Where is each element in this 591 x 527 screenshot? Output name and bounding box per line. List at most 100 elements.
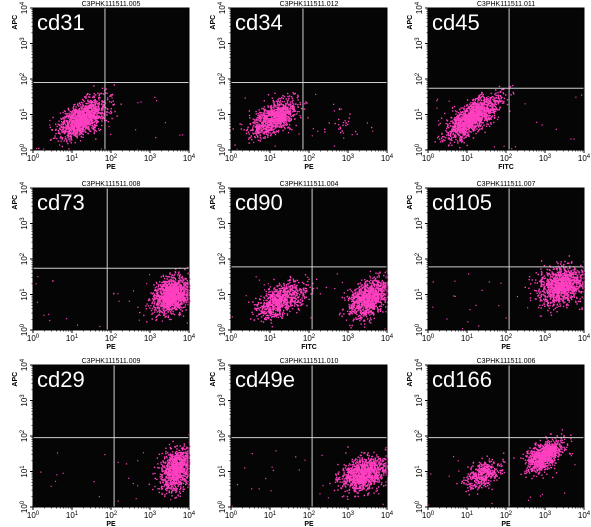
- y-tick-label: 102: [218, 252, 227, 265]
- y-tick-label: 100: [415, 143, 424, 156]
- x-tick-label: 101: [264, 154, 277, 163]
- x-tick-label: 101: [264, 334, 277, 343]
- y-tick-label: 100: [415, 500, 424, 513]
- y-tick-label: 100: [20, 500, 29, 513]
- cell-events: [434, 84, 583, 151]
- x-tick-label: 104: [578, 154, 590, 163]
- marker-label: cd49e: [235, 367, 295, 392]
- x-tick-label: 104: [183, 334, 195, 343]
- x-tick-label: 102: [105, 511, 118, 520]
- scatter-points: [40, 434, 191, 508]
- x-tick-label: 103: [539, 511, 552, 520]
- y-tick-label: 102: [218, 429, 227, 442]
- x-tick-label: 101: [461, 334, 474, 343]
- x-tick-label: 102: [500, 154, 513, 163]
- scatter-panel-cd166: C3PHK111511.006 cd166 100 100 101 101 102 102 10…: [400, 357, 590, 527]
- x-tick-label: 103: [539, 334, 552, 343]
- scatter-panel-cd73: C3PHK111511.008 cd73 100 100 101 101 102 102 103…: [5, 180, 195, 350]
- x-tick-label: 100: [422, 334, 435, 343]
- scatter-panel-cd90: C3PHK111511.004 cd90 100 100 101 101 102 102 103…: [203, 180, 393, 350]
- y-tick-label: 104: [415, 358, 424, 371]
- x-axis-label: PE: [501, 521, 511, 527]
- x-tick-label: 100: [27, 511, 40, 520]
- panel-title: C3PHK111511.010: [280, 358, 339, 365]
- y-tick-label: 103: [415, 394, 424, 407]
- plot-area: [428, 188, 584, 330]
- x-tick-label: 100: [225, 511, 238, 520]
- cell-events: [231, 446, 389, 508]
- panel-title: C3PHK111511.007: [477, 181, 536, 188]
- scatter-points: [35, 266, 191, 328]
- y-axis-label: APC: [210, 195, 217, 210]
- y-tick-label: 104: [415, 1, 424, 14]
- y-tick-label: 104: [218, 358, 227, 371]
- x-tick-label: 103: [144, 334, 157, 343]
- scatter-points: [36, 84, 184, 152]
- y-tick-label: 101: [218, 108, 227, 121]
- x-tick-label: 104: [381, 511, 393, 520]
- panel-title: C3PHK111511.012: [280, 1, 339, 8]
- y-tick-label: 103: [218, 37, 227, 50]
- x-tick-label: 102: [303, 334, 316, 343]
- cell-events: [428, 429, 576, 508]
- x-axis-label: PE: [501, 344, 511, 350]
- x-axis-label: PE: [106, 164, 116, 170]
- y-axis-label: APC: [12, 372, 19, 387]
- y-tick-label: 100: [415, 323, 424, 336]
- marker-label: cd90: [235, 190, 283, 215]
- x-tick-label: 101: [66, 334, 79, 343]
- y-tick-label: 101: [20, 108, 29, 121]
- cell-events: [36, 84, 184, 152]
- x-tick-label: 101: [66, 154, 79, 163]
- panel-title: C3PHK111511.004: [280, 181, 339, 188]
- x-axis-label: FITC: [498, 164, 514, 170]
- x-tick-label: 103: [342, 334, 355, 343]
- x-tick-label: 101: [461, 154, 474, 163]
- y-tick-label: 104: [20, 181, 29, 194]
- x-tick-label: 103: [539, 154, 552, 163]
- y-tick-label: 103: [20, 394, 29, 407]
- marker-label: cd73: [37, 190, 85, 215]
- y-tick-label: 100: [218, 143, 227, 156]
- y-axis-label: APC: [12, 195, 19, 210]
- x-tick-label: 102: [105, 154, 118, 163]
- scatter-points: [232, 92, 374, 151]
- x-tick-label: 104: [183, 154, 195, 163]
- scatter-panel-cd45: C3PHK111511.011 cd45 100 100 101 101 102 102 103…: [400, 0, 590, 170]
- x-tick-label: 100: [27, 334, 40, 343]
- y-tick-label: 103: [20, 217, 29, 230]
- y-axis-label: APC: [210, 15, 217, 30]
- x-tick-label: 100: [422, 511, 435, 520]
- cell-events: [432, 255, 586, 330]
- x-tick-label: 103: [342, 511, 355, 520]
- y-tick-label: 104: [20, 1, 29, 14]
- x-tick-label: 104: [183, 511, 195, 520]
- y-tick-label: 101: [415, 288, 424, 301]
- scatter-panel-cd29: C3PHK111511.009 cd29 100 100 101 101 102 102 103…: [5, 357, 195, 527]
- x-tick-label: 101: [66, 511, 79, 520]
- y-tick-label: 101: [415, 465, 424, 478]
- x-axis-label: PE: [106, 521, 116, 527]
- x-axis-label: PE: [106, 344, 116, 350]
- y-tick-label: 102: [415, 252, 424, 265]
- scatter-panel-cd49e: C3PHK111511.010 cd49e 100 100 101 101 102 102 10…: [203, 357, 393, 527]
- y-tick-label: 102: [415, 72, 424, 85]
- x-tick-label: 101: [461, 511, 474, 520]
- y-tick-label: 104: [218, 1, 227, 14]
- panel-title: C3PHK111511.005: [82, 1, 141, 8]
- y-tick-label: 102: [20, 72, 29, 85]
- scatter-points: [231, 270, 389, 332]
- x-tick-label: 100: [27, 154, 40, 163]
- x-tick-label: 100: [225, 334, 238, 343]
- x-tick-label: 102: [303, 511, 316, 520]
- y-tick-label: 101: [218, 288, 227, 301]
- y-tick-label: 104: [415, 181, 424, 194]
- y-axis-label: APC: [407, 372, 414, 387]
- marker-label: cd105: [432, 190, 492, 215]
